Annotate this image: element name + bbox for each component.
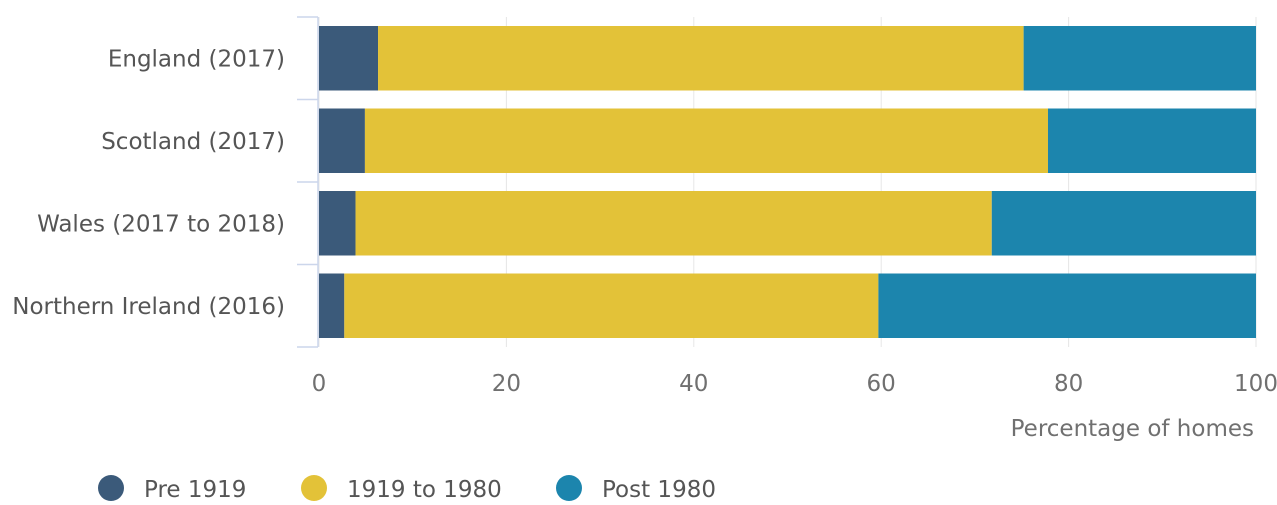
category-label: Northern Ireland (2016) <box>12 294 285 320</box>
category-labels: England (2017) Scotland (2017) Wales (2017… <box>12 46 285 320</box>
x-tick-labels: 0 20 40 60 80 100 <box>312 371 1277 397</box>
x-tick-label: 40 <box>679 371 708 397</box>
bar-segment[interactable] <box>344 273 879 339</box>
x-tick-label: 80 <box>1054 371 1083 397</box>
bar-segment[interactable] <box>355 191 992 256</box>
legend-marker <box>556 475 582 501</box>
y-axis <box>297 16 319 348</box>
legend-item[interactable]: Post 1980 <box>556 475 716 503</box>
legend-marker <box>98 475 124 501</box>
bar-segment[interactable] <box>878 273 1256 339</box>
bar-segment[interactable] <box>991 191 1256 256</box>
legend-label: Post 1980 <box>602 477 716 501</box>
x-tick-label: 20 <box>492 371 521 397</box>
bar-segment[interactable] <box>1047 108 1256 174</box>
legend-item[interactable]: 1919 to 1980 <box>301 475 502 503</box>
legend-marker <box>301 475 327 501</box>
category-label: England (2017) <box>108 46 285 72</box>
bar-segment[interactable] <box>319 273 345 339</box>
legend: Pre 1919 1919 to 1980 Post 1980 <box>98 475 716 503</box>
bar-segment[interactable] <box>319 108 365 174</box>
category-label: Scotland (2017) <box>101 129 285 155</box>
x-axis-title: Percentage of homes <box>1011 416 1254 442</box>
bar-segment[interactable] <box>378 26 1024 91</box>
bar-segment[interactable] <box>364 108 1048 174</box>
x-tick-label: 0 <box>312 371 327 397</box>
legend-label: 1919 to 1980 <box>347 477 502 501</box>
bars <box>319 26 1256 338</box>
category-label: Wales (2017 to 2018) <box>37 211 285 237</box>
x-tick-label: 60 <box>867 371 896 397</box>
legend-item[interactable]: Pre 1919 <box>98 475 246 503</box>
bar-segment[interactable] <box>319 26 379 91</box>
bar-segment[interactable] <box>319 191 356 256</box>
legend-label: Pre 1919 <box>144 477 246 501</box>
x-tick-label: 100 <box>1234 371 1277 397</box>
bar-segment[interactable] <box>1023 26 1256 91</box>
